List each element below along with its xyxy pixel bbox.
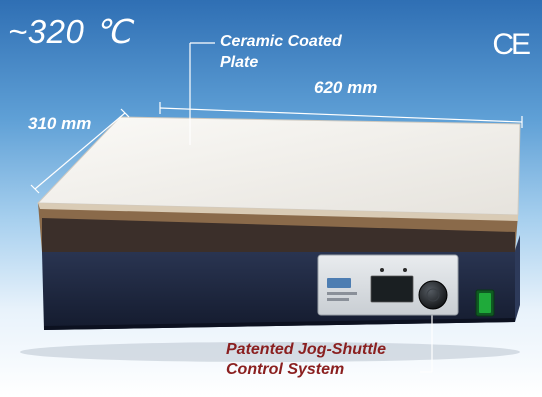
temperature-label: ~320 ℃: [8, 13, 132, 50]
ceramic-plate: [36, 116, 521, 216]
plate-label-line-1: Ceramic Coated: [220, 33, 342, 50]
panel-badge: [327, 278, 351, 288]
body-side: [515, 235, 520, 322]
control-system-line-2: Control System: [226, 361, 345, 378]
dimension-lines: [30, 42, 523, 373]
panel-text-line: [327, 292, 357, 295]
power-switch[interactable]: [479, 293, 491, 313]
plate-rim-shadow: [42, 218, 515, 252]
ce-mark: CE: [492, 28, 531, 61]
plate-front-edge: [38, 203, 518, 221]
depth-dimension-label: 310 mm: [28, 114, 92, 133]
digital-display: [370, 275, 414, 303]
jog-shuttle-knob[interactable]: [418, 280, 448, 310]
plate-label-line-2: Plate: [220, 54, 259, 71]
panel-text-line: [327, 298, 349, 301]
indicator-dot-right: [403, 268, 407, 272]
knob-inner-ring: [426, 288, 440, 302]
plate-label: Ceramic Coated Plate: [220, 31, 342, 73]
floor-shadow: [20, 342, 520, 362]
control-system-label: Patented Jog-Shuttle Control System: [226, 340, 386, 380]
body-bottom-edge: [44, 318, 515, 330]
width-dimension-label: 620 mm: [314, 78, 378, 97]
control-system-line-1: Patented Jog-Shuttle: [226, 341, 387, 358]
indicator-dot-left: [380, 268, 384, 272]
